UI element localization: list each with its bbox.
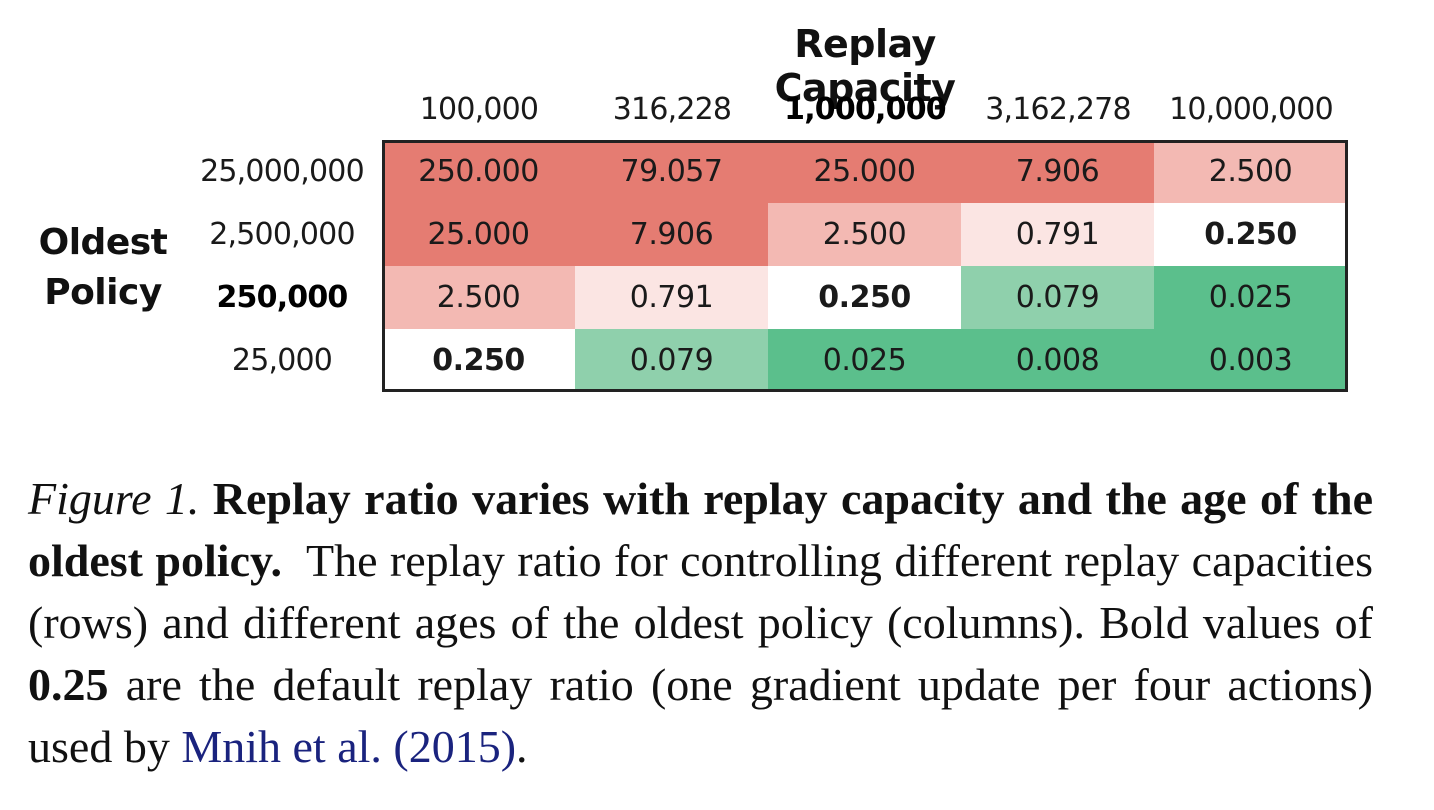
heatmap-cell: 0.250 bbox=[1154, 203, 1345, 266]
caption-text-2: Bold values of bbox=[1099, 597, 1373, 648]
column-label: 10,000,000 bbox=[1169, 92, 1334, 127]
heatmap-cell: 25.000 bbox=[385, 203, 575, 266]
column-label: 1,000,000 bbox=[784, 92, 947, 127]
heatmap-cell: 0.250 bbox=[768, 266, 961, 329]
heatmap-cell: 0.003 bbox=[1154, 329, 1345, 389]
caption-figure-label: Figure 1. bbox=[28, 473, 200, 524]
heatmap-cell: 0.250 bbox=[385, 329, 575, 389]
heatmap-cell: 79.057 bbox=[575, 143, 768, 203]
column-label: 316,228 bbox=[612, 92, 732, 127]
figure-caption: Figure 1. Replay ratio varies with repla… bbox=[28, 468, 1373, 778]
heatmap-cell: 0.079 bbox=[575, 329, 768, 389]
caption-text-3: are the default replay ratio (one gradie… bbox=[28, 659, 1374, 772]
heatmap-cell: 2.500 bbox=[768, 203, 961, 266]
heatmap-cell: 7.906 bbox=[575, 203, 768, 266]
column-label: 100,000 bbox=[419, 92, 539, 127]
caption-bold-title: Replay ratio varies with replay capacity… bbox=[28, 473, 1374, 586]
row-label: 25,000,000 bbox=[200, 154, 365, 189]
column-axis-title: Replay Capacity bbox=[774, 22, 956, 110]
row-label: 2,500,000 bbox=[209, 217, 355, 252]
heatmap-cell: 7.906 bbox=[961, 143, 1154, 203]
heatmap-cell: 0.025 bbox=[768, 329, 961, 389]
heatmap-cell: 2.500 bbox=[1154, 143, 1345, 203]
heatmap-grid: 250.000 79.057 25.000 7.906 2.500 25.000 7.906… bbox=[382, 140, 1348, 392]
heatmap-cell: 0.791 bbox=[575, 266, 768, 329]
row-axis-title-line-1: Oldest bbox=[38, 222, 168, 263]
heatmap-cell: 0.008 bbox=[961, 329, 1154, 389]
column-label: 3,162,278 bbox=[985, 92, 1131, 127]
row-axis-title-line-2: Policy bbox=[44, 272, 162, 313]
caption-end: . bbox=[516, 721, 528, 772]
heatmap-cell: 25.000 bbox=[768, 143, 961, 203]
heatmap-cell: 0.791 bbox=[961, 203, 1154, 266]
heatmap-cell: 250.000 bbox=[385, 143, 575, 203]
caption-text-1: The replay ratio for controlling differe… bbox=[28, 535, 1373, 648]
heatmap-cell: 0.025 bbox=[1154, 266, 1345, 329]
row-axis-title: Oldest Policy bbox=[20, 218, 186, 318]
row-label: 250,000 bbox=[216, 280, 348, 315]
caption-citation-link[interactable]: Mnih et al. (2015) bbox=[181, 721, 517, 772]
row-label: 25,000 bbox=[231, 343, 333, 378]
heatmap-cell: 0.079 bbox=[961, 266, 1154, 329]
caption-bold-value: 0.25 bbox=[28, 659, 109, 710]
heatmap-cell: 2.500 bbox=[385, 266, 575, 329]
